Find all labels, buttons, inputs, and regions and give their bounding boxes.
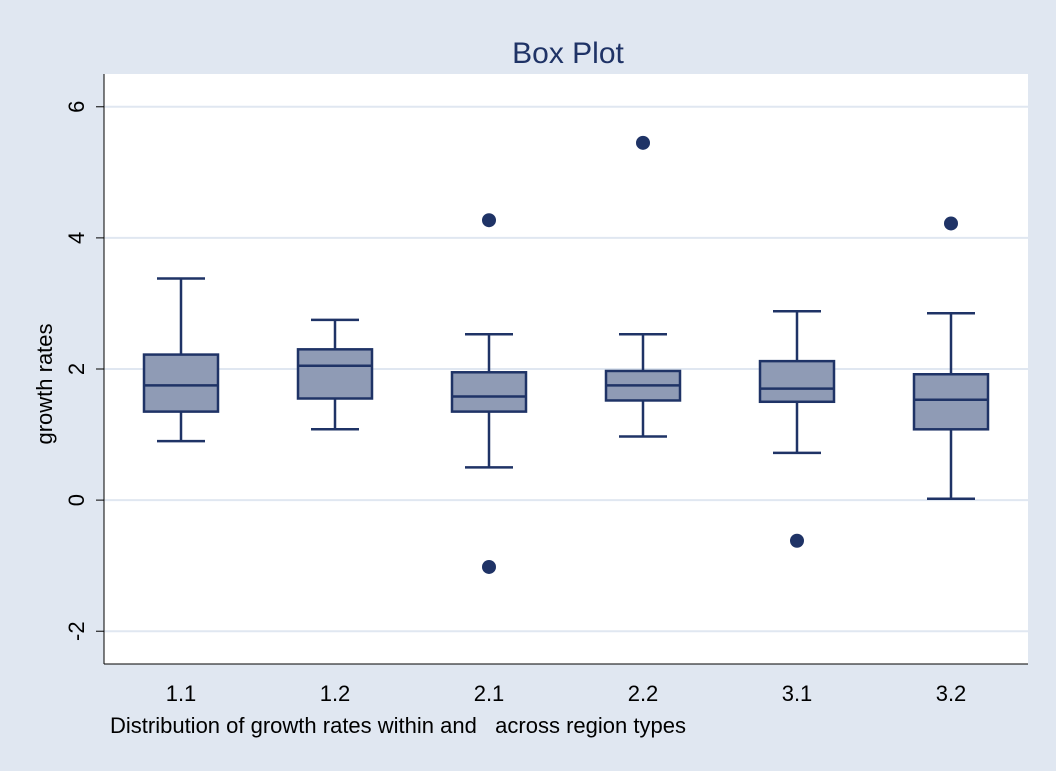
outlier-point [482, 213, 496, 228]
y-tick-label: 6 [64, 101, 89, 113]
chart-title: Box Plot [512, 37, 624, 70]
x-tick-label: 3.2 [936, 681, 967, 706]
box-iqr [142, 353, 220, 413]
box-iqr [912, 372, 990, 431]
outlier-point [944, 216, 958, 231]
box-iqr [450, 371, 528, 413]
outlier-point [790, 533, 804, 548]
boxes [142, 135, 990, 574]
box-3.1 [758, 310, 836, 548]
gridlines [104, 105, 1028, 633]
x-tick-label: 3.1 [782, 681, 813, 706]
x-tick-label: 1.2 [320, 681, 351, 706]
y-axis-label: growth rates [32, 323, 57, 444]
box-2.2 [604, 135, 682, 438]
box-iqr [296, 348, 374, 400]
outlier-point [636, 135, 650, 150]
y-tick-label: -2 [64, 621, 89, 641]
box-3.2 [912, 216, 990, 501]
box-2.1 [450, 213, 528, 574]
y-axis: -2 0 2 4 6 [64, 74, 105, 664]
box-1.1 [142, 277, 220, 443]
x-tick-label: 2.2 [628, 681, 659, 706]
y-tick-label: 4 [64, 232, 89, 244]
box-iqr [758, 359, 836, 404]
outlier-point [482, 559, 496, 574]
y-tick-label: 0 [64, 494, 89, 506]
x-axis-label: Distribution of growth rates within and … [110, 713, 686, 738]
x-tick-label: 2.1 [474, 681, 505, 706]
box-1.2 [296, 318, 374, 431]
x-tick-label: 1.1 [166, 681, 197, 706]
x-axis: 1.1 1.2 2.1 2.2 3.1 3.2 [104, 663, 1028, 706]
y-tick-label: 2 [64, 363, 89, 375]
